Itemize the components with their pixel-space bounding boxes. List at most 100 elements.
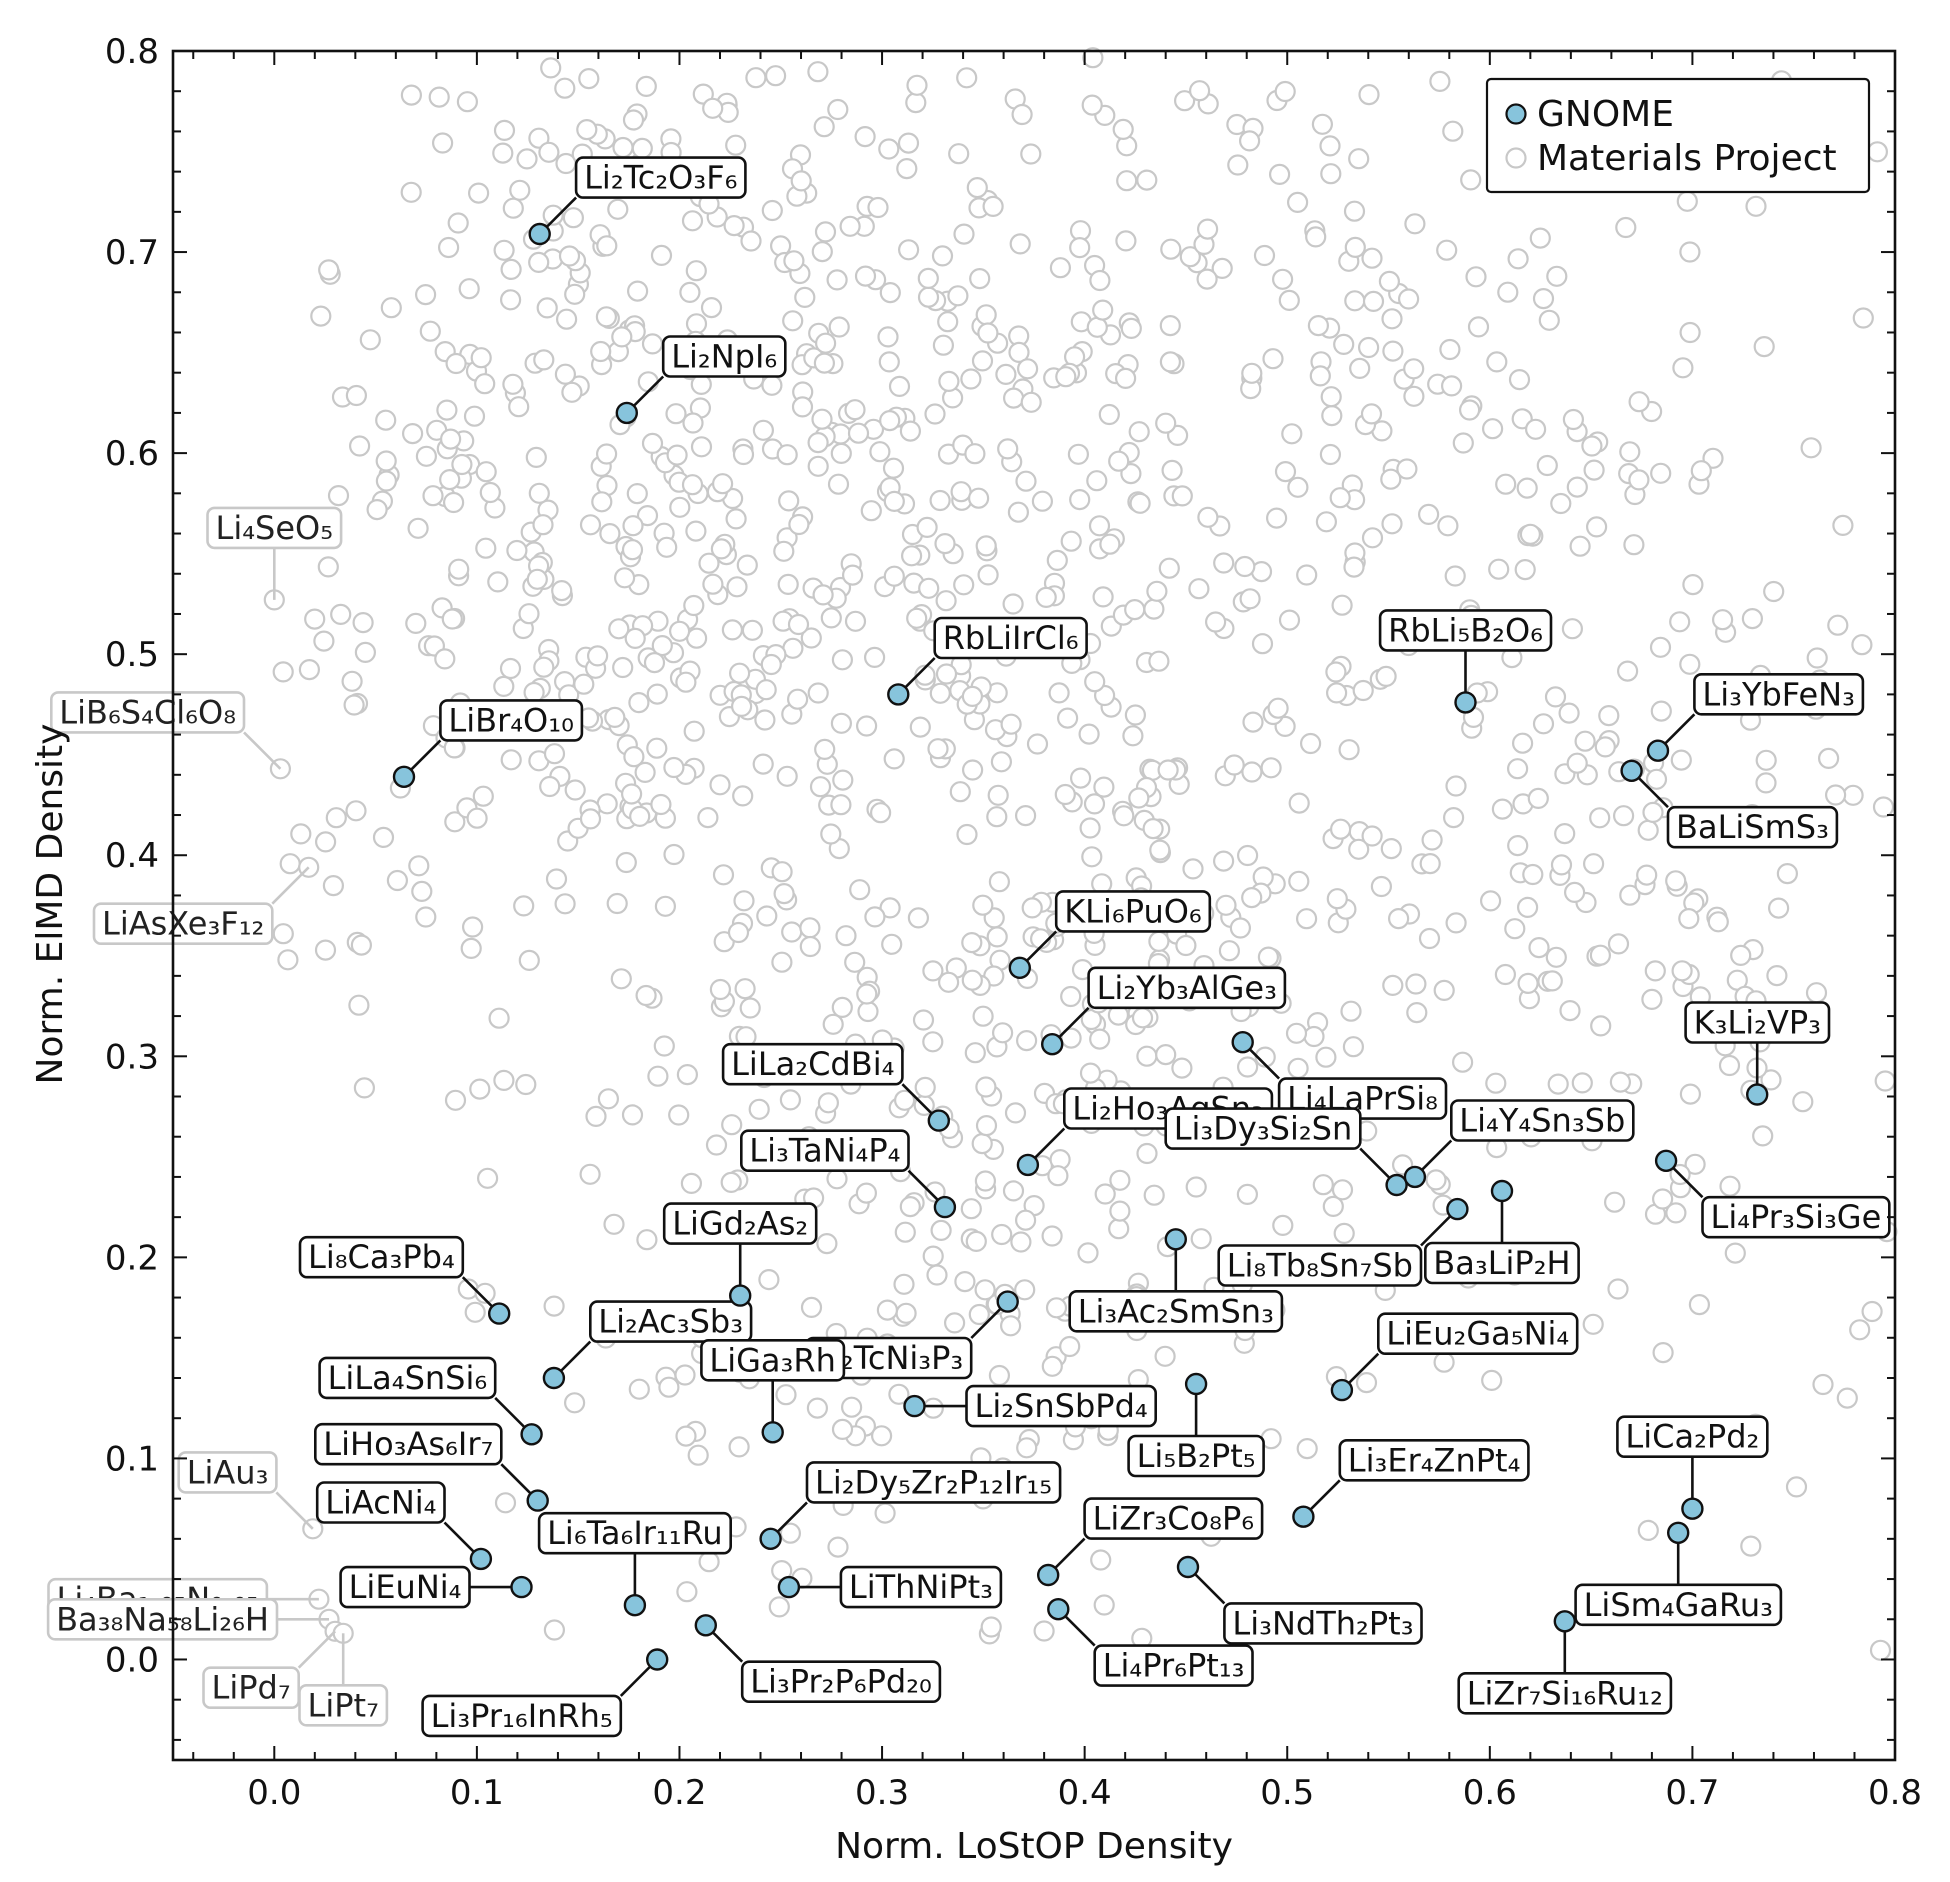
mp-point bbox=[1173, 90, 1196, 112]
mp-point bbox=[561, 381, 583, 403]
annotation-box bbox=[339, 1565, 471, 1609]
mp-point bbox=[636, 1229, 658, 1251]
mp-point bbox=[1397, 288, 1420, 310]
mp-point bbox=[386, 869, 408, 892]
mp-point bbox=[1370, 875, 1393, 898]
mp-point bbox=[960, 1198, 982, 1220]
mp-point bbox=[666, 444, 688, 466]
mp-point bbox=[899, 420, 922, 442]
mp-point bbox=[1582, 1313, 1604, 1335]
annotation-box bbox=[1127, 1434, 1265, 1478]
annotation-label: LiLa₄SnSi₆ bbox=[318, 1356, 497, 1400]
mp-point bbox=[855, 715, 878, 737]
annotation-box bbox=[537, 1511, 732, 1555]
mp-point bbox=[474, 1282, 496, 1304]
mp-point bbox=[1271, 268, 1294, 290]
mp-point bbox=[930, 1219, 952, 1242]
mp-point bbox=[536, 297, 558, 319]
mp-point bbox=[1274, 80, 1296, 103]
mp-point bbox=[1211, 257, 1233, 279]
mp-point bbox=[343, 694, 365, 716]
annotation-label: BaLiSmS₃ bbox=[1666, 805, 1839, 849]
mp-point bbox=[304, 608, 326, 630]
mp-point bbox=[855, 1182, 878, 1204]
mp-point bbox=[665, 403, 687, 425]
mp-point bbox=[400, 84, 422, 106]
mp-point bbox=[1239, 588, 1261, 610]
annotation-box bbox=[298, 1235, 465, 1279]
mp-point bbox=[1824, 784, 1847, 806]
mp-point bbox=[995, 363, 1017, 385]
y-tick-label: 0.5 bbox=[105, 635, 159, 675]
mp-point bbox=[1741, 607, 1764, 630]
mp-point bbox=[1465, 266, 1487, 288]
mp-point bbox=[1550, 492, 1572, 515]
annotation-label: Li₈Ca₃Pb₄ bbox=[298, 1235, 465, 1279]
mp-point bbox=[1508, 369, 1531, 391]
annotation-box bbox=[1068, 1290, 1284, 1333]
mp-point bbox=[1806, 647, 1828, 669]
mp-point bbox=[732, 443, 755, 466]
x-tick-label: 0.3 bbox=[855, 1773, 909, 1813]
mp-point bbox=[1254, 1046, 1276, 1068]
mp-point bbox=[814, 738, 836, 761]
mp-point bbox=[1081, 846, 1103, 868]
mp-point bbox=[1016, 358, 1039, 380]
mp-point bbox=[1079, 1062, 1102, 1084]
mp-point bbox=[878, 351, 900, 373]
mp-point bbox=[1287, 1057, 1309, 1079]
mp-point bbox=[438, 236, 460, 259]
mp-point bbox=[1527, 787, 1549, 810]
mp-point bbox=[878, 138, 900, 160]
mp-point bbox=[1616, 660, 1639, 682]
mp-point bbox=[847, 422, 870, 444]
mp-point bbox=[1380, 837, 1402, 860]
mp-point bbox=[579, 808, 602, 830]
mp-point bbox=[545, 868, 568, 890]
mp-point bbox=[1730, 944, 1752, 967]
mp-point bbox=[279, 853, 301, 875]
mp-point bbox=[499, 657, 522, 680]
mp-point bbox=[654, 895, 677, 917]
mp-point bbox=[310, 305, 332, 327]
mp-point bbox=[773, 540, 795, 562]
mp-point bbox=[1319, 443, 1342, 466]
annotation-label: Li₃Pr₁₆InRh₅ bbox=[421, 1694, 623, 1738]
mp-point bbox=[1171, 1057, 1193, 1079]
mp-point bbox=[1545, 946, 1567, 968]
mp-point bbox=[931, 245, 954, 267]
mp-point bbox=[679, 281, 701, 303]
annotation-box bbox=[805, 1461, 1062, 1504]
mp-point bbox=[1522, 863, 1544, 886]
mp-point bbox=[1089, 269, 1111, 292]
annotation-label: Li₄Pr₆Pt₁₃ bbox=[1093, 1644, 1254, 1687]
mp-point bbox=[1361, 527, 1384, 549]
mp-point bbox=[500, 749, 522, 771]
mp-point bbox=[621, 539, 644, 561]
annotation-text: LiAu₃ bbox=[187, 1453, 269, 1491]
annotation-text: LiHo₃As₆Ir₇ bbox=[323, 1425, 493, 1463]
x-tick-label: 0.8 bbox=[1868, 1773, 1922, 1813]
mp-point bbox=[656, 536, 678, 558]
mp-point bbox=[1329, 818, 1352, 840]
mp-point bbox=[877, 326, 899, 348]
mp-point bbox=[428, 86, 450, 108]
mp-point bbox=[723, 215, 745, 237]
mp-point bbox=[937, 311, 959, 333]
mp-point bbox=[518, 603, 540, 625]
mp-point bbox=[626, 280, 649, 302]
mp-point bbox=[874, 1502, 896, 1524]
mp-point bbox=[1321, 405, 1343, 427]
annotation-label: Li₃Dy₃Si₂Sn bbox=[1164, 1107, 1362, 1150]
mp-point bbox=[1069, 237, 1091, 259]
annotation-text: Li₈Ca₃Pb₄ bbox=[308, 1238, 455, 1276]
annotation-label: Li₂Dy₅Zr₂P₁₂Ir₁₅ bbox=[805, 1461, 1062, 1504]
mp-point bbox=[1182, 858, 1204, 880]
mp-point bbox=[776, 765, 798, 787]
mp-point bbox=[917, 286, 940, 308]
mp-point bbox=[647, 1065, 669, 1087]
mp-point bbox=[1440, 375, 1463, 397]
mp-point bbox=[607, 198, 629, 220]
mp-point bbox=[1307, 315, 1330, 337]
mp-point bbox=[1467, 316, 1490, 338]
